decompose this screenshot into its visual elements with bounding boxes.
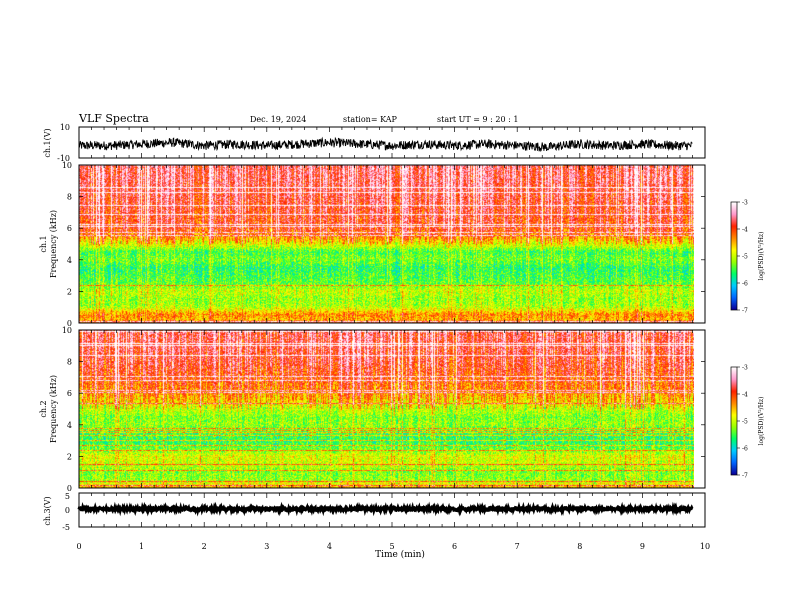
- ch1-waveform-line: [78, 136, 693, 153]
- spectrogram-ytick-label: 0: [67, 484, 72, 493]
- spectrogram-ytick-label: 8: [67, 193, 72, 202]
- colorbar-tick-label: -7: [742, 473, 748, 480]
- ch2-colorbar-ticks: -3 -4 -5 -6 -7: [737, 365, 748, 480]
- spectrogram-ytick-label: 0: [67, 319, 72, 328]
- ch1-ytick-top: 10: [60, 123, 70, 132]
- colorbar-tick-label: -3: [742, 200, 748, 207]
- spectrogram-ytick-label: 6: [67, 224, 72, 233]
- date-label: Dec. 19, 2024: [250, 115, 306, 124]
- x-tick-label: 2: [202, 542, 207, 551]
- x-tick-label: 10: [700, 542, 710, 551]
- x-axis-label: Time (min): [375, 549, 425, 560]
- spectrogram-ytick-label: 2: [67, 452, 72, 461]
- ch2-colorbar: -3 -4 -5 -6 -7 log(PSD)(V²/Hz): [730, 365, 765, 480]
- x-tick-label: 1: [139, 542, 144, 551]
- ch3-waveform-panel: ch.3(V) 5 0 -5: [43, 492, 706, 532]
- ch2-colorbar-label: log(PSD)(V²/Hz): [758, 397, 765, 446]
- x-tick-label: 8: [577, 542, 582, 551]
- ch1-ytick-bottom: -10: [57, 154, 70, 163]
- colorbar-tick-label: -4: [742, 392, 748, 399]
- ch1-spectrogram-panel: 0 2 4 6 8 10 ch.1 Frequency (kHz): [39, 161, 706, 328]
- spectrogram-ytick-label: 4: [67, 421, 72, 430]
- ch2-spectrogram-ylabel-line1: ch.2: [39, 400, 48, 417]
- spectrogram-ytick-label: 10: [62, 161, 72, 170]
- ch3-waveform-line: [77, 501, 694, 517]
- spectrogram-ytick-label: 4: [67, 256, 72, 265]
- ch1-spectrogram-yticks: 0 2 4 6 8 10: [62, 161, 705, 328]
- colorbar-tick-label: -7: [742, 308, 748, 315]
- ch3-ytick-bottom: -5: [62, 523, 70, 532]
- spectrogram-ytick-label: 10: [62, 326, 72, 335]
- x-tick-label: 0: [76, 542, 81, 551]
- ch1-colorbar-image: [731, 202, 737, 310]
- ch1-waveform-ylabel: ch.1(V): [43, 128, 52, 157]
- ch1-spectrogram-image: [79, 165, 694, 323]
- x-tick-label: 3: [264, 542, 269, 551]
- ch1-spectrogram-ylabel-line1: ch.1: [39, 235, 48, 252]
- ch3-waveform-trace: [77, 501, 694, 517]
- start-time-label: start UT = 9 : 20 : 1: [437, 115, 518, 124]
- ch1-waveform-panel: ch.1(V) 10 -10: [43, 123, 706, 163]
- ch2-spectrogram-ylabel-line2: Frequency (kHz): [49, 375, 58, 443]
- spectrogram-ytick-label: 6: [67, 389, 72, 398]
- colorbar-tick-label: -4: [742, 227, 748, 234]
- spectrogram-ytick-label: 8: [67, 358, 72, 367]
- spectrogram-ytick-label: 2: [67, 287, 72, 296]
- ch2-spectrogram-yticks: 0 2 4 6 8 10: [62, 326, 705, 493]
- ch1-colorbar-ticks: -3 -4 -5 -6 -7: [737, 200, 748, 315]
- colorbar-tick-label: -5: [742, 254, 748, 261]
- figure-title: VLF Spectra: [78, 112, 149, 125]
- x-axis-tick-labels: 0 1 2 3 4 5 6 7 8 9 10: [76, 542, 710, 551]
- x-tick-label: 4: [327, 542, 332, 551]
- station-label: station= KAP: [343, 115, 398, 124]
- ch1-waveform-trace: [78, 136, 693, 153]
- ch1-colorbar-label: log(PSD)(V²/Hz): [758, 232, 765, 281]
- ch1-colorbar: -3 -4 -5 -6 -7 log(PSD)(V²/Hz): [730, 200, 765, 315]
- ch2-spectrogram-image: [79, 330, 694, 488]
- ch3-ytick-mid: 0: [65, 506, 70, 515]
- colorbar-tick-label: -6: [742, 281, 748, 288]
- colorbar-tick-label: -6: [742, 446, 748, 453]
- x-tick-label: 7: [515, 542, 520, 551]
- ch2-spectrogram-panel: 0 2 4 6 8 10 ch.2 Frequency (kHz): [39, 326, 706, 493]
- x-tick-label: 6: [452, 542, 457, 551]
- ch2-colorbar-image: [731, 367, 737, 475]
- colorbar-tick-label: -5: [742, 419, 748, 426]
- x-tick-label: 9: [640, 542, 645, 551]
- x-axis-tick-marks: [78, 127, 706, 527]
- colorbar-tick-label: -3: [742, 365, 748, 372]
- ch1-spectrogram-ylabel-line2: Frequency (kHz): [49, 210, 58, 278]
- x-tick-label: 5: [389, 542, 394, 551]
- ch3-waveform-ylabel: ch.3(V): [43, 496, 52, 525]
- ch3-ytick-top: 5: [65, 492, 70, 501]
